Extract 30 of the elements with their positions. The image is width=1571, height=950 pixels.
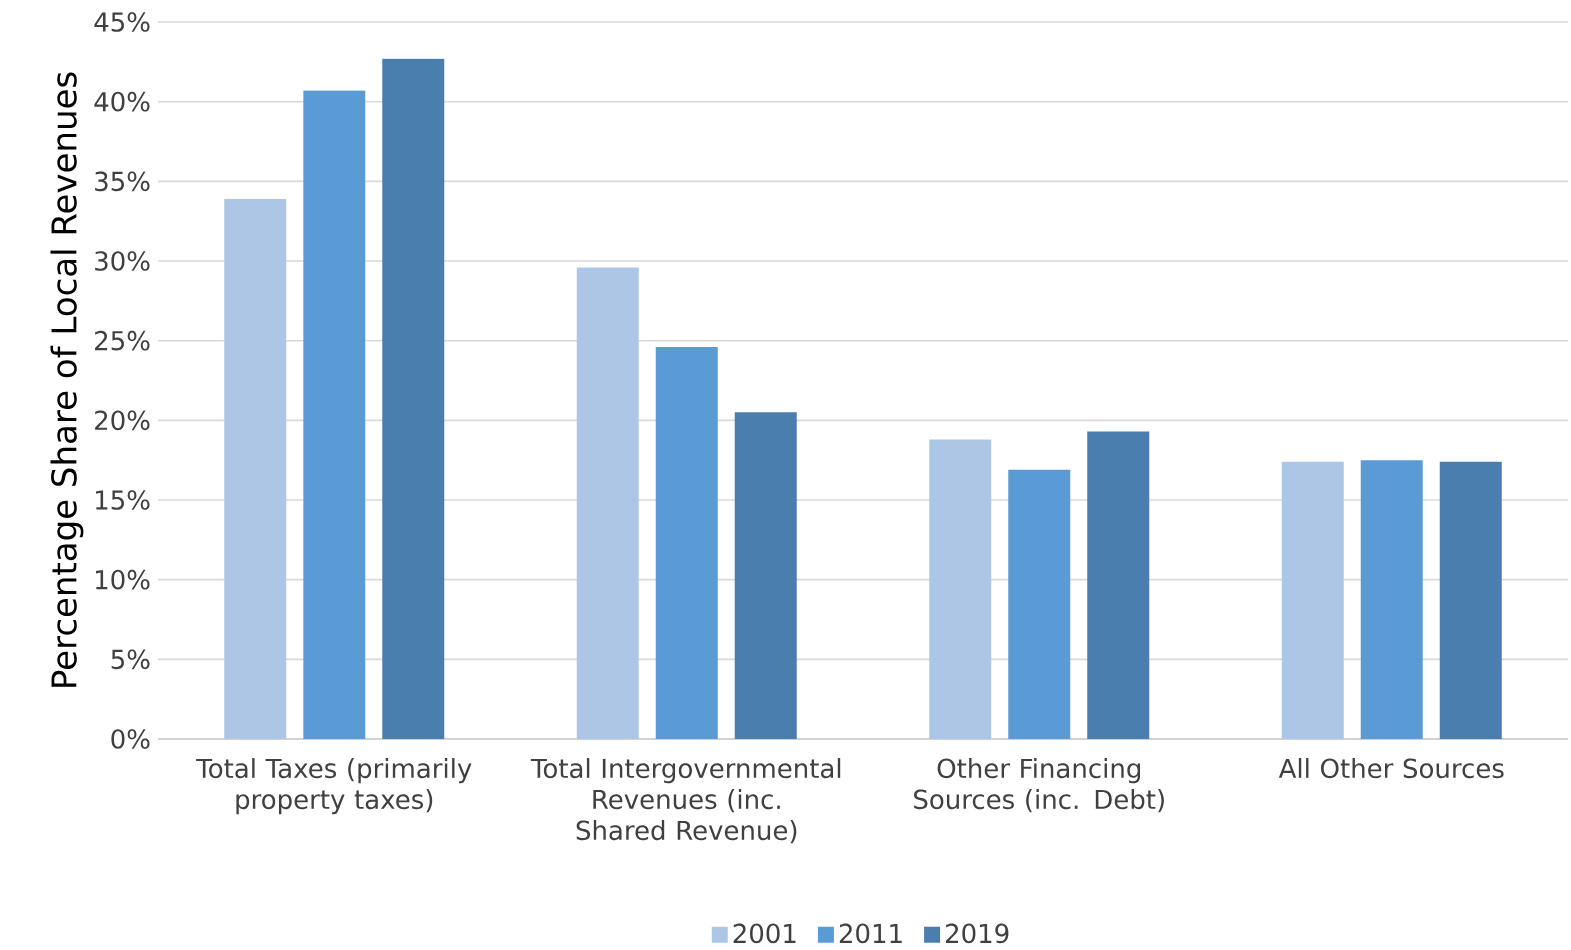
bar [734,412,797,739]
bar [576,267,639,739]
bar [1087,431,1150,739]
x-tick-label: All Other Sources [1278,758,1504,779]
y-tick-label: 20% [95,410,150,431]
y-tick-label: 30% [95,251,150,271]
y-tick-label: 35% [95,171,150,192]
bar [224,198,287,739]
y-tick-label: 25% [95,330,150,351]
legend-label: 2011 [839,923,902,944]
bar [1439,461,1502,739]
bar [929,439,992,739]
legend-label: 2019 [946,923,1009,944]
x-tick-label: Total Taxes (primarily property taxes) [196,758,472,815]
bar [1281,461,1344,739]
y-tick-label: 15% [96,490,150,510]
bar [655,347,718,739]
y-tick-label: 45% [94,12,150,32]
bar [1008,469,1071,739]
legend-label: 2001 [733,923,796,944]
x-tick-label: Total Intergovernmental Revenues (inc. Shared Revenue) [530,758,841,844]
bar [1360,460,1423,739]
y-tick-label: 40% [94,91,150,112]
y-tick-label: 10% [96,569,150,590]
y-tick-label: 5% [111,649,150,670]
y-tick-label: 0% [111,729,150,749]
x-tick-label: Other Financing Sources (inc. Debt) [914,758,1164,813]
bar [303,90,366,739]
y-axis-title: Percentage Share of Local Revenues [50,72,84,687]
bar [382,58,445,739]
